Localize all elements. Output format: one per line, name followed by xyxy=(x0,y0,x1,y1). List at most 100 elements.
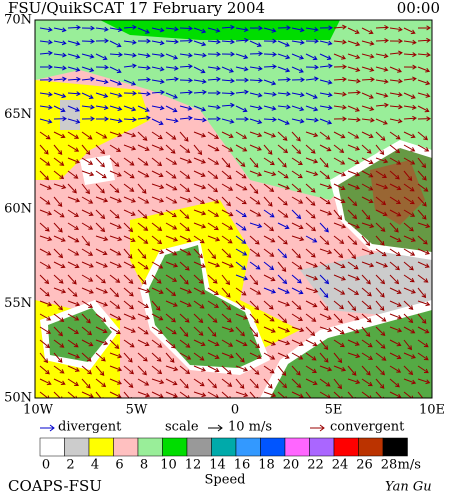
wind-arrow xyxy=(375,209,388,217)
wind-arrow xyxy=(165,183,178,191)
wind-arrow xyxy=(319,63,333,69)
wind-arrow xyxy=(193,144,203,156)
wind-arrow xyxy=(123,79,137,86)
wind-arrow xyxy=(67,235,80,243)
wind-arrow xyxy=(81,274,94,282)
wind-arrow xyxy=(389,352,402,360)
wind-arrow xyxy=(417,66,431,73)
wind-arrow xyxy=(347,27,360,35)
wind-arrow xyxy=(95,326,108,334)
wind-arrow xyxy=(221,102,235,108)
wind-arrow xyxy=(151,352,162,362)
wind-arrow xyxy=(375,131,386,141)
wind-arrow xyxy=(207,90,221,96)
wind-arrow xyxy=(375,196,387,206)
wind-arrow xyxy=(221,144,234,152)
colorbar-swatch xyxy=(137,437,163,457)
wind-arrow xyxy=(249,391,258,398)
wind-arrow xyxy=(417,79,431,86)
wind-arrow xyxy=(417,157,427,169)
wind-arrow xyxy=(403,339,413,351)
wind-arrow xyxy=(291,53,304,60)
wind-arrow xyxy=(109,222,122,229)
wind-arrow xyxy=(361,40,375,46)
wind-arrow xyxy=(193,183,207,190)
wind-arrow xyxy=(123,391,132,398)
wind-arrow xyxy=(291,157,303,166)
wind-arrow xyxy=(165,378,178,386)
wind-arrow xyxy=(263,38,277,44)
wind-arrow xyxy=(67,222,79,230)
wind-arrow xyxy=(137,196,150,204)
wind-arrow xyxy=(151,118,164,126)
wind-arrow xyxy=(39,39,53,45)
wind-arrow xyxy=(109,235,123,242)
wind-arrow xyxy=(95,196,109,203)
wind-arrow xyxy=(333,116,347,122)
wind-arrow xyxy=(207,196,220,204)
wind-arrow xyxy=(333,248,344,259)
wind-arrow xyxy=(263,274,276,282)
wind-arrow xyxy=(165,300,178,307)
wind-arrow xyxy=(193,89,207,95)
wind-arrow xyxy=(277,40,290,47)
wind-arrow xyxy=(109,52,123,58)
wind-arrow xyxy=(305,196,316,206)
wind-arrow xyxy=(291,92,305,98)
lat-label: 55N xyxy=(4,296,32,311)
wind-arrow xyxy=(67,248,80,256)
wind-arrow xyxy=(235,116,249,122)
wind-arrow xyxy=(207,39,221,45)
wind-arrow xyxy=(151,144,164,151)
wind-arrow xyxy=(179,235,192,243)
wind-arrow xyxy=(137,248,147,260)
wind-arrow xyxy=(277,378,288,389)
wind-arrow xyxy=(179,25,193,31)
wind-arrow xyxy=(81,116,95,122)
wind-arrow xyxy=(151,183,165,190)
wind-arrow xyxy=(179,38,193,44)
wind-arrow xyxy=(165,131,177,140)
wind-arrow xyxy=(67,339,79,348)
wind-arrow xyxy=(81,287,94,294)
lon-label: 10W xyxy=(23,403,54,418)
wind-arrow xyxy=(305,105,319,112)
wind-arrow xyxy=(221,235,233,244)
wind-arrow xyxy=(137,339,150,347)
wind-arrow xyxy=(235,131,248,139)
wind-arrow xyxy=(347,209,358,220)
wind-arrow xyxy=(375,38,389,44)
wind-arrow xyxy=(235,352,245,363)
wind-arrow xyxy=(249,196,261,205)
land xyxy=(148,245,262,368)
wind-arrow xyxy=(375,287,385,298)
wind-arrow xyxy=(95,53,108,61)
wind-arrow xyxy=(235,287,247,296)
wind-arrow xyxy=(165,248,178,256)
wind-arrow xyxy=(39,339,51,349)
wind-arrow xyxy=(403,274,415,283)
wind-arrow xyxy=(67,183,77,194)
wind-arrow xyxy=(333,313,343,324)
wind-arrow xyxy=(53,65,67,71)
wind-arrow xyxy=(95,144,106,155)
wind-arrow xyxy=(389,365,402,373)
wind-arrow xyxy=(375,25,389,31)
wind-arrow xyxy=(179,131,189,142)
wind-arrow xyxy=(277,170,289,179)
wind-arrow xyxy=(263,157,275,166)
wind-arrow xyxy=(389,339,402,347)
wind-arrow xyxy=(291,222,304,230)
wind-arrow xyxy=(123,144,137,151)
wind-arrow xyxy=(277,313,288,324)
wind-arrow xyxy=(249,131,263,138)
wind-arrow xyxy=(53,157,65,166)
wind-arrow xyxy=(333,365,347,372)
wind-arrow xyxy=(221,51,235,57)
wind-arrow xyxy=(235,37,249,43)
wind-arrow xyxy=(403,131,416,139)
wind-arrow xyxy=(361,352,373,360)
wind-arrow xyxy=(263,339,276,346)
wind-arrow xyxy=(67,352,81,359)
wind-arrow xyxy=(95,378,107,388)
